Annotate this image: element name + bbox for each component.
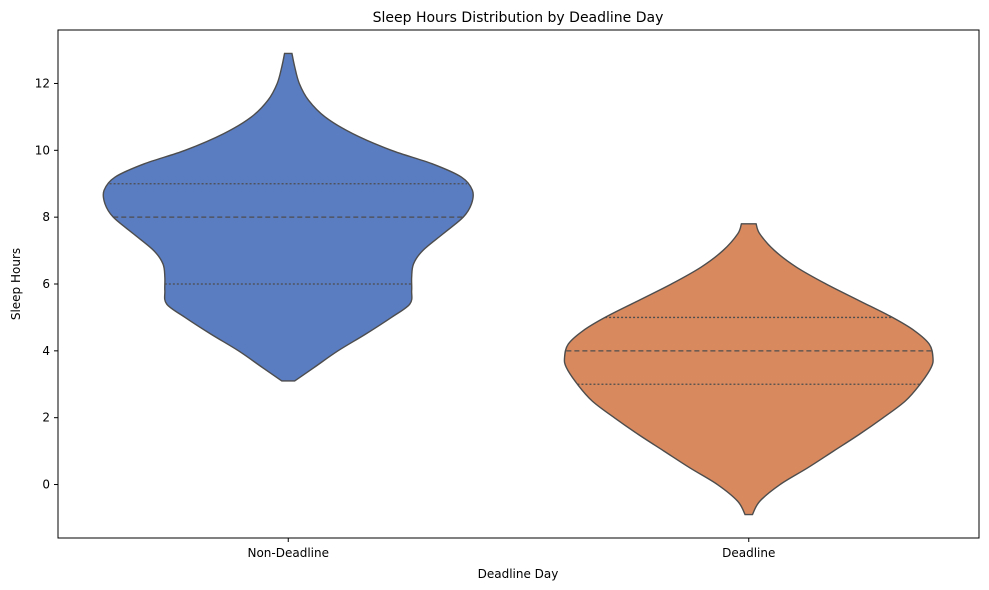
- x-tick-label: Deadline: [722, 546, 775, 560]
- y-axis-label: Sleep Hours: [9, 248, 23, 320]
- x-tick-label: Non-Deadline: [247, 546, 329, 560]
- y-tick-label: 0: [42, 478, 50, 492]
- plot-frame: [57, 29, 980, 539]
- chart-title: Sleep Hours Distribution by Deadline Day: [373, 10, 664, 26]
- y-tick-label: 6: [42, 277, 50, 291]
- y-tick-label: 12: [35, 76, 50, 90]
- violins-group: [102, 52, 934, 516]
- y-axis: 0 2 4 6 8 10 12: [35, 76, 58, 492]
- y-tick-label: 4: [42, 344, 50, 358]
- y-tick-label: 10: [35, 143, 50, 157]
- y-tick-label: 2: [42, 411, 50, 425]
- violin-non-deadline: [102, 52, 475, 382]
- y-tick-label: 8: [42, 210, 50, 224]
- violin-deadline: [563, 223, 934, 516]
- x-axis-label: Deadline Day: [478, 567, 559, 581]
- x-axis: Non-Deadline Deadline: [247, 538, 775, 560]
